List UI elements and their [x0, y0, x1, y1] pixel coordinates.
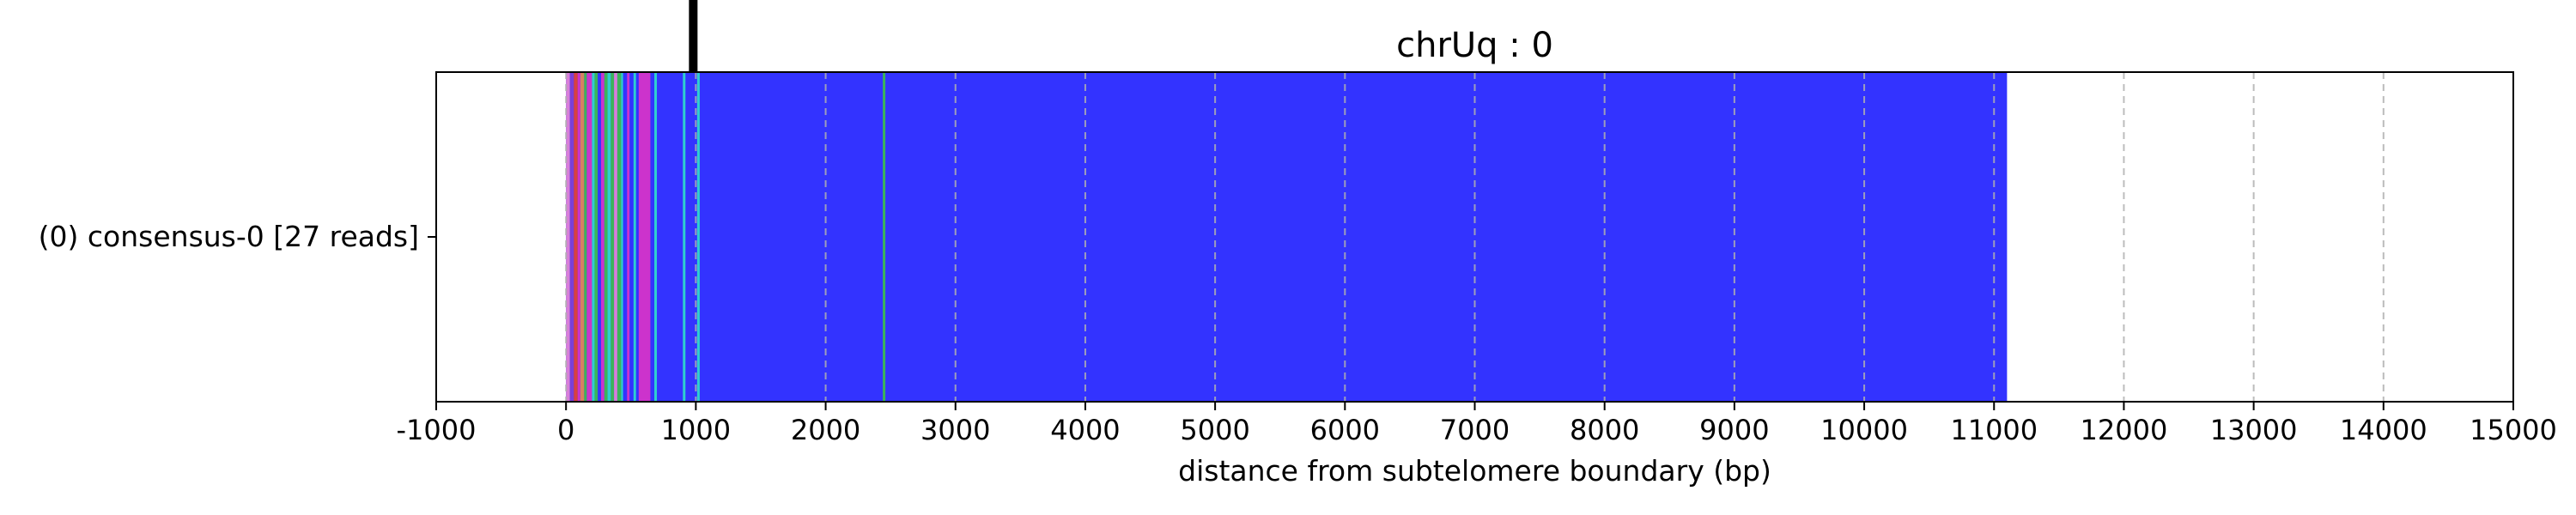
x-tick-label: 9000 — [1699, 414, 1769, 446]
read-bar — [566, 72, 2008, 402]
repeat-segment — [566, 72, 570, 402]
x-tick-label: 11000 — [1950, 414, 2038, 446]
x-tick-label: 4000 — [1050, 414, 1120, 446]
repeat-segment — [601, 72, 605, 402]
repeat-segment — [683, 72, 686, 402]
repeat-segment — [611, 72, 615, 402]
x-tick-label: -1000 — [397, 414, 477, 446]
repeat-segment — [617, 72, 622, 402]
x-tick-label: 15000 — [2470, 414, 2557, 446]
x-tick-label: 10000 — [1820, 414, 1908, 446]
x-tick-label: 12000 — [2081, 414, 2168, 446]
repeat-segment — [629, 72, 634, 402]
x-tick-label: 2000 — [791, 414, 860, 446]
x-tick-label: 7000 — [1440, 414, 1510, 446]
x-tick-label: 1000 — [661, 414, 731, 446]
repeat-segment — [574, 72, 578, 402]
repeat-segment — [598, 72, 602, 402]
x-tick-label: 13000 — [2210, 414, 2298, 446]
x-tick-label: 6000 — [1310, 414, 1380, 446]
x-tick-label: 0 — [557, 414, 574, 446]
repeat-segment — [650, 72, 654, 402]
x-tick-label: 8000 — [1570, 414, 1639, 446]
repeat-segment — [614, 72, 617, 402]
repeat-segment — [584, 72, 587, 402]
bars-layer — [566, 72, 2008, 402]
repeat-segment — [623, 72, 628, 402]
repeat-segment — [580, 72, 585, 402]
x-tick-label: 14000 — [2340, 414, 2427, 446]
repeat-segment — [627, 72, 630, 402]
repeat-segment — [653, 72, 658, 402]
repeat-segment — [594, 72, 598, 402]
x-axis-label: distance from subtelomere boundary (bp) — [1178, 454, 1771, 488]
x-axis-ticks: -1000 0 1000 2000 3000 4000 5000 6000 7000 8000 90… — [397, 402, 2557, 446]
repeat-segment — [633, 72, 636, 402]
repeat-segment — [883, 72, 886, 402]
x-tick-label: 3000 — [920, 414, 990, 446]
repeat-segment — [621, 72, 623, 402]
repeat-segment — [569, 72, 574, 402]
repeat-segment — [607, 72, 611, 402]
y-tick-label: (0) consensus-0 [27 reads] — [39, 220, 419, 253]
repeat-segment — [586, 72, 592, 402]
x-tick-label: 5000 — [1180, 414, 1249, 446]
chart-title: chrUq : 0 — [1396, 26, 1553, 65]
repeat-segment — [577, 72, 580, 402]
grid-layer — [565, 72, 2385, 402]
repeat-segment — [638, 72, 651, 402]
repeat-segment — [592, 72, 595, 402]
repeat-segment — [635, 72, 639, 402]
repeat-segment — [696, 72, 700, 402]
y-axis-ticks: (0) consensus-0 [27 reads] — [39, 220, 436, 253]
repeat-segment — [604, 72, 608, 402]
